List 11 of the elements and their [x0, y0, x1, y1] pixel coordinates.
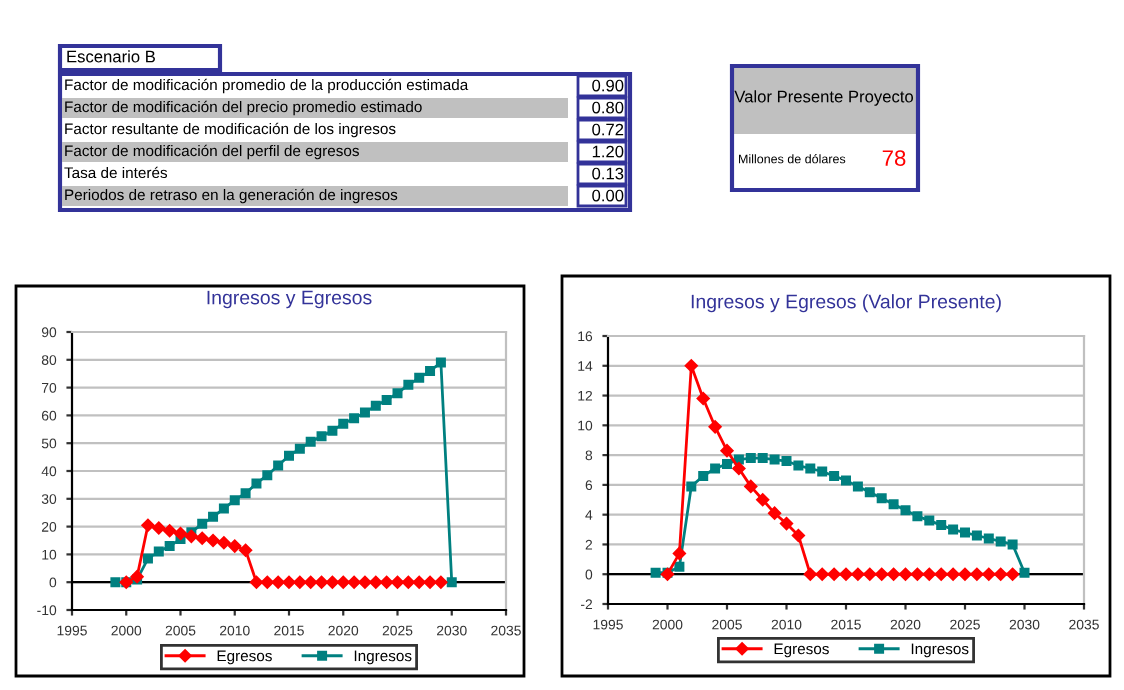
text: Escenario B	[67, 50, 155, 63]
text: 78	[882, 150, 906, 166]
text: 0.80	[592, 101, 624, 114]
text: 1.20	[592, 145, 624, 158]
text: 0.00	[592, 189, 624, 202]
chart-title: Ingresos y Egresos	[207, 290, 372, 309]
text: 0.13	[592, 167, 624, 180]
text: 0.72	[592, 123, 624, 136]
text: Valor Presente Proyecto	[734, 90, 914, 106]
text: 0.90	[592, 79, 624, 92]
chart-title: Ingresos y Egresos (Valor Presente)	[691, 294, 1001, 313]
